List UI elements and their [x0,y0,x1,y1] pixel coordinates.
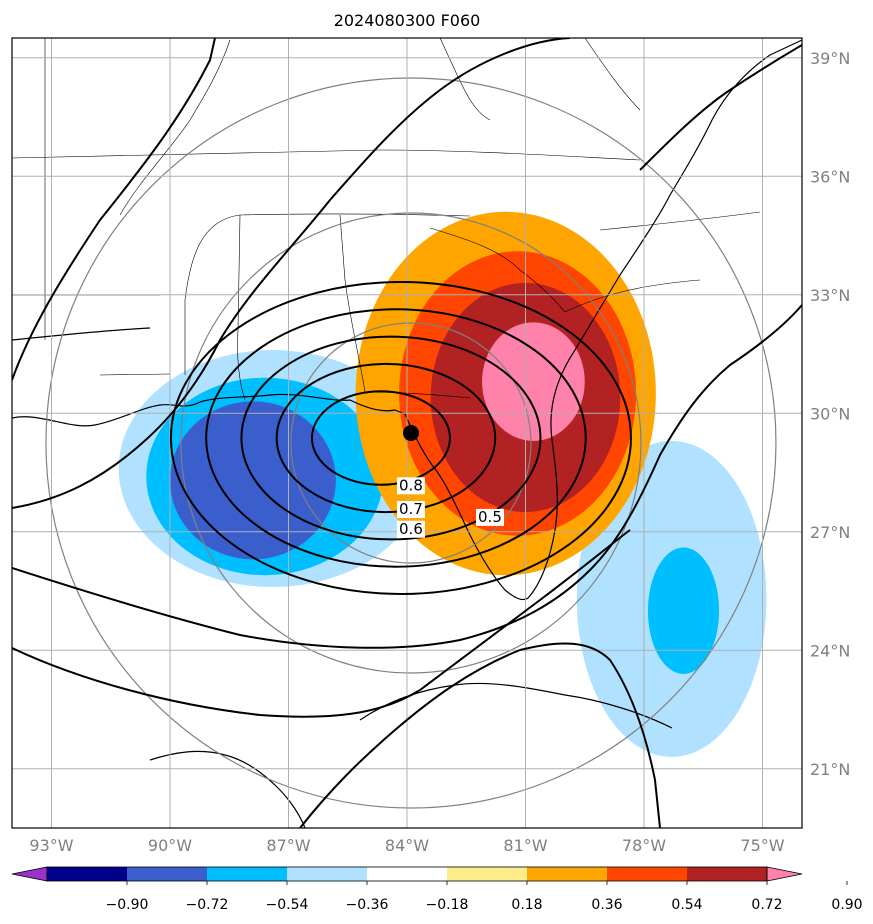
colorbar-tick-label: 0.72 [751,897,782,913]
contour-label-bg [396,501,425,518]
colorbar-tick-label: 0.36 [591,897,622,913]
contour-ring [240,335,542,541]
state-border-layer [12,38,761,401]
lon-tick-label: 84°W [385,836,429,855]
colorbar-bin [607,867,687,881]
longitude-tick-labels: 93°W 90°W 87°W 84°W 81°W 78°W 75°W [29,836,784,855]
lat-tick-label: 24°N [810,641,850,660]
colorbar-bin [287,867,367,881]
shading-lobe [647,547,720,674]
graticule [12,38,802,828]
colorbar-extend-low [11,866,48,882]
range-ring [45,77,777,809]
range-ring [180,212,642,674]
contour-ring [169,281,632,595]
colorbar-tick-label: 0.18 [511,897,542,913]
lon-tick-label: 90°W [148,836,192,855]
range-ring [290,322,532,564]
contour-label: 0.5 [478,508,502,526]
colorbar-tick-label: −0.36 [346,897,389,913]
coastline-layer [12,39,802,828]
yucatan-coast [149,750,306,828]
lat-tick-label: 33°N [810,286,850,305]
lon-tick-label: 81°W [503,836,547,855]
colorbar-bin [687,867,767,881]
range-rings [45,77,777,809]
colorbar-bin [367,867,447,881]
colorbar: −0.90 −0.72 −0.54 −0.36 −0.18 0.18 0.36 0.54 0.7… [11,866,863,913]
colorbar-frame [46,866,768,882]
shading-lobe [170,401,336,560]
contour-label: 0.6 [399,520,423,538]
colorbar-tick-label: 0.90 [831,897,862,913]
lon-tick-label: 87°W [266,836,310,855]
colorbar-bin [207,867,287,881]
contour-labels: 0.8 0.7 0.6 0.5 [396,476,504,538]
colorbar-tick-label: −0.18 [426,897,469,913]
colorbar-tick-label: 0.54 [671,897,702,913]
contour-lines [169,281,632,595]
latitude-tick-labels: 39°N 36°N 33°N 30°N 27°N 24°N 21°N [810,49,850,779]
contour-label: 0.8 [399,476,423,494]
contour-ring [310,390,451,486]
colorbar-tick-label: −0.72 [186,897,229,913]
colorbar-tick-label: −0.90 [106,897,149,913]
lat-tick-label: 36°N [810,167,850,186]
center-marker [402,425,419,441]
chart-title: 2024080300 F060 [334,11,481,30]
lat-tick-label: 21°N [810,760,850,779]
contour-label-bg [396,520,425,538]
outer-contours [12,38,802,828]
lat-tick-label: 30°N [810,404,850,423]
map-content: 0.8 0.7 0.6 0.5 [12,38,802,828]
colorbar-bin [447,867,527,881]
colorbar-bin [527,867,607,881]
lat-tick-label: 27°N [810,523,850,542]
colorbar-tick-label: −0.54 [266,897,309,913]
shading-lobe [482,322,585,441]
colorbar-bin [47,867,127,881]
contour-label: 0.7 [399,500,423,518]
contour-ring [205,308,587,568]
map-frame [11,37,803,829]
colorbar-extend-high [766,866,803,882]
contour-label-bg [396,477,425,495]
lon-tick-label: 78°W [622,836,666,855]
texas-coast [12,327,151,341]
colorbar-bin [127,867,207,881]
contour-ring [275,362,497,514]
contour-label-bg [475,508,504,526]
east-coastline [12,39,802,601]
lon-tick-label: 93°W [29,836,73,855]
lon-tick-label: 75°W [740,836,784,855]
lat-tick-label: 39°N [810,49,850,68]
